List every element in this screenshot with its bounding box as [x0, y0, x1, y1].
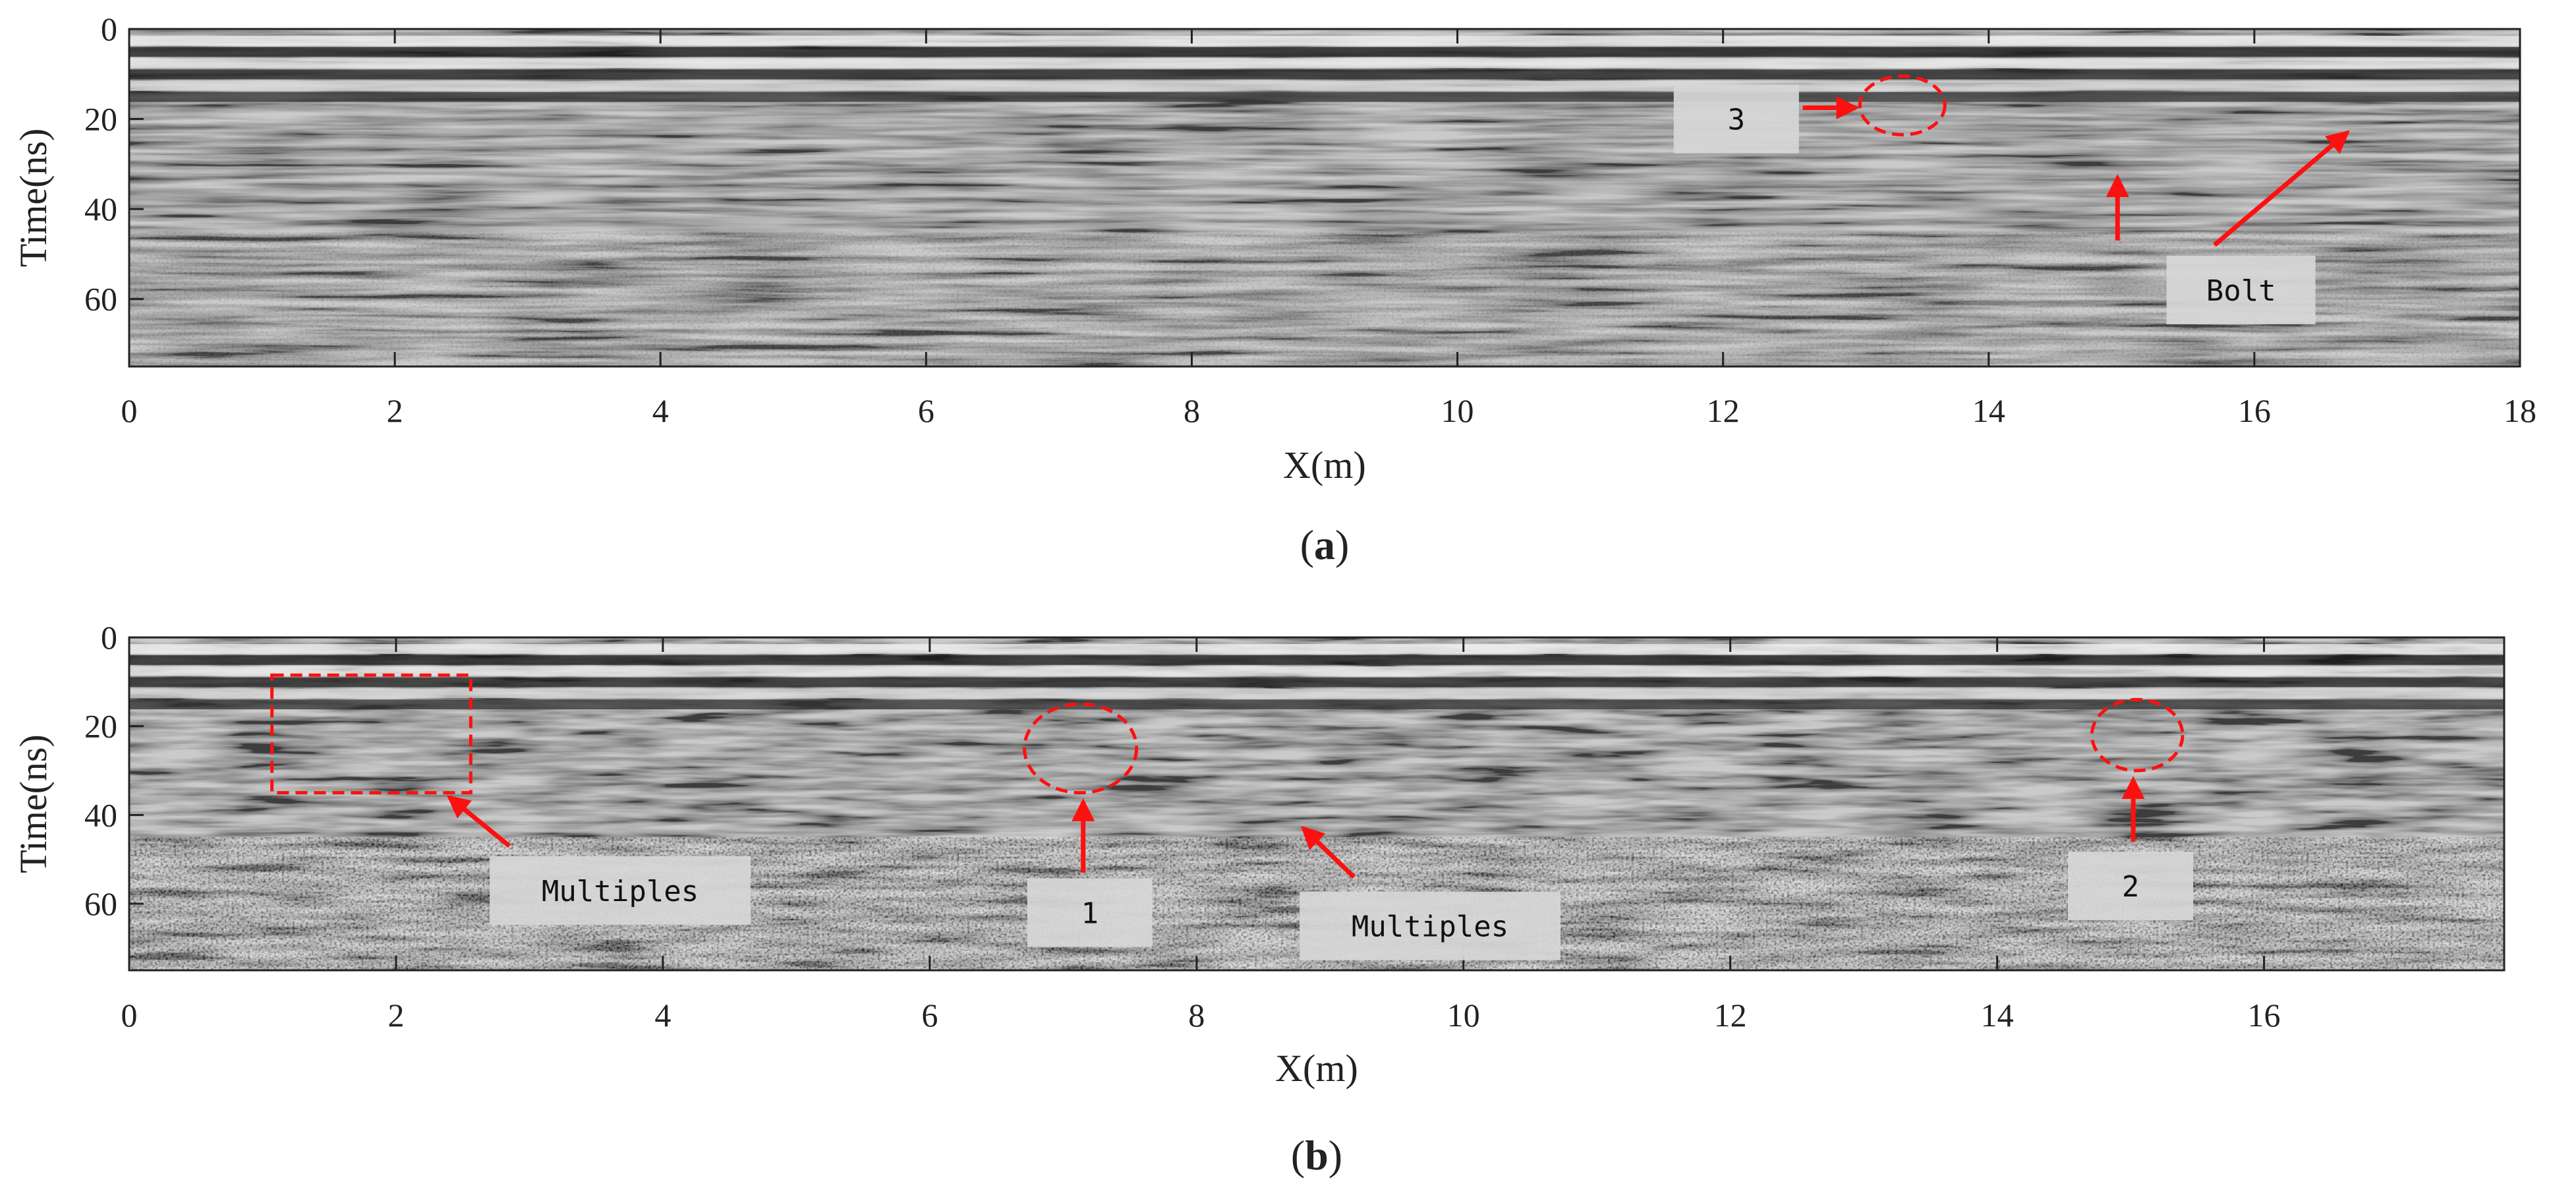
y-tick-label: 60 [84, 885, 117, 922]
panel-caption: (b) [1291, 1132, 1342, 1179]
reflection-band [129, 677, 2504, 688]
anomaly-circle [1858, 74, 1947, 136]
panel-caption: (a) [1300, 521, 1350, 568]
reflection-band [129, 699, 2504, 710]
annotation-arrow [2213, 130, 2350, 247]
deep-noise [129, 231, 2520, 366]
reflection-band [129, 92, 2520, 102]
x-tick-label: 8 [1188, 997, 1205, 1034]
x-tick-label: 8 [1184, 392, 1200, 429]
reflection-band [129, 80, 2520, 91]
surface-reflection-bands [129, 36, 2520, 102]
x-tick-label: 4 [652, 392, 669, 429]
anomaly-circle [2090, 697, 2185, 773]
label-box [1673, 84, 1799, 154]
annotation-arrow [446, 795, 511, 848]
annotation-label: 2 [2068, 852, 2194, 921]
anomaly-circle [1023, 702, 1139, 795]
panel-b: 0 2 4 6 8 10 12 14 160204060X(m)Time(ns)(b)Multi… [12, 619, 2505, 1179]
annotation-arrow [1300, 825, 1356, 879]
reflection-band [129, 644, 2504, 654]
x-tick-label: 16 [2238, 392, 2271, 429]
label-text: 3 [1728, 103, 1746, 137]
x-tick-label: 0 [121, 392, 138, 429]
reflection-band [129, 47, 2520, 57]
multiples-box [270, 673, 472, 795]
x-tick-label: 18 [2504, 392, 2536, 429]
y-tick-label: 0 [101, 11, 117, 47]
plot-frame [128, 28, 2521, 368]
x-tick-label: 14 [1981, 997, 2014, 1034]
x-tick-label: 2 [387, 392, 403, 429]
x-tick-label: 6 [921, 997, 938, 1034]
annotation-label: Bolt [2166, 255, 2316, 324]
x-tick-label: 12 [1707, 392, 1740, 429]
reflection-band [129, 688, 2504, 699]
x-tick-label: 16 [2248, 997, 2281, 1034]
label-box [1300, 891, 1561, 960]
y-tick-label: 40 [84, 796, 117, 833]
y-tick-label: 20 [84, 708, 117, 745]
x-tick-label: 12 [1714, 997, 1747, 1034]
label-text: Multiples [542, 875, 699, 908]
surface-reflection-bands [129, 644, 2504, 710]
y-tick-label: 40 [84, 190, 117, 227]
reflection-band [129, 58, 2520, 69]
y-axis-label: Time(ns) [12, 129, 55, 268]
label-box [2166, 255, 2316, 324]
x-tick-label: 10 [1447, 997, 1480, 1034]
x-tick-label: 2 [387, 997, 404, 1034]
label-box [490, 856, 751, 925]
x-tick-label: 14 [1972, 392, 2005, 429]
reflection-band [129, 69, 2520, 80]
annotation-label: 3 [1673, 84, 1799, 154]
y-tick-label: 20 [84, 101, 117, 138]
x-tick-label: 4 [654, 997, 671, 1034]
x-tick-label: 6 [918, 392, 934, 429]
panel-a: 0 2 4 6 8 10 12 14 16 18 0 20 40 60 X(m) Time(ns) (a) 3 Bo… [12, 11, 2536, 568]
plot-frame [128, 636, 2505, 972]
label-box [1027, 878, 1153, 947]
label-text: 2 [2122, 870, 2140, 904]
reflection-band [129, 666, 2504, 676]
annotation-label: Multiples [1300, 891, 1561, 960]
x-axis-label: X(m) [1283, 444, 1366, 486]
y-tick-label: 60 [84, 281, 117, 318]
annotation-label: 1 [1027, 878, 1153, 947]
label-box [2068, 852, 2194, 921]
x-tick-label: 0 [121, 997, 138, 1034]
y-axis-label: Time(ns) [12, 734, 55, 873]
label-text: 1 [1081, 896, 1099, 930]
annotation-label: Multiples [490, 856, 751, 925]
label-text: Multiples [1352, 910, 1508, 944]
y-tick-label: 0 [101, 619, 117, 656]
reflection-band [129, 655, 2504, 665]
label-text: Bolt [2206, 274, 2276, 308]
x-axis-label: X(m) [1275, 1047, 1358, 1090]
reflection-band [129, 36, 2520, 46]
x-tick-label: 10 [1441, 392, 1474, 429]
